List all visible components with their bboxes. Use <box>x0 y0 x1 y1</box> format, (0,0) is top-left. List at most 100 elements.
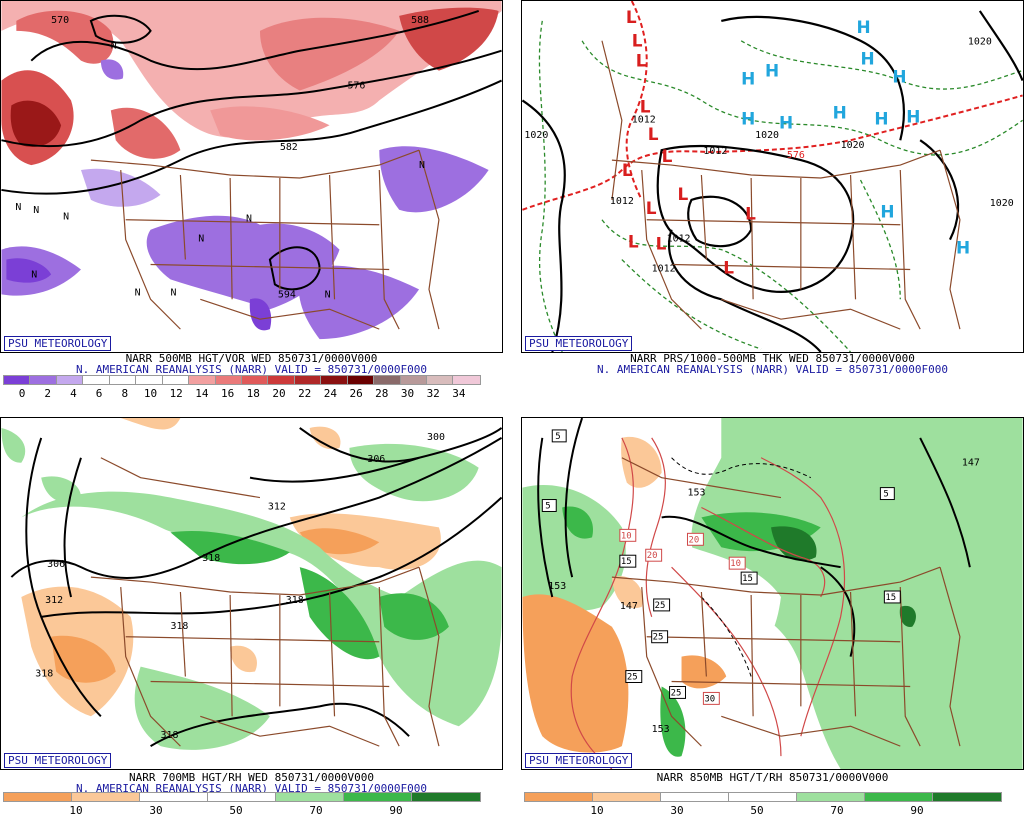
temp-label: 20 <box>688 535 699 545</box>
isobar-label: 1012 <box>652 263 676 274</box>
low-pressure-center: L <box>745 204 756 224</box>
vort-mark: N <box>325 289 331 300</box>
colorbar-tick-label: 30 <box>149 804 163 817</box>
vort-mark: N <box>246 214 252 225</box>
psu-meteorology-badge: PSU METEOROLOGY <box>525 336 633 351</box>
high-pressure-center: H <box>860 49 874 69</box>
low-pressure-center: L <box>632 31 643 51</box>
map-700mb-rh: 300 306 312 306 312 318 318 318 318 318 <box>0 417 503 770</box>
panel-850mb-hgt-t-rh: 153 153 147 153 147 5 5 5 10 20 20 10 15… <box>521 417 1024 819</box>
temp-label: 15 <box>885 593 896 603</box>
temp-label: 5 <box>555 432 560 442</box>
colorbar-tick-label: 26 <box>349 387 363 400</box>
low-pressure-center: L <box>678 184 689 204</box>
colorbar-swatch <box>660 792 730 802</box>
temp-label: 10 <box>621 531 632 541</box>
height-label: 312 <box>45 595 63 606</box>
colorbar-tick-label: 8 <box>121 387 129 400</box>
height-label: 318 <box>286 595 304 606</box>
height-label: 300 <box>427 432 445 443</box>
temp-label: 15 <box>621 557 632 567</box>
high-pressure-center: H <box>741 69 755 89</box>
height-label: 318 <box>35 669 53 680</box>
colorbar-swatch <box>108 375 138 385</box>
low-pressure-center: L <box>640 96 651 116</box>
temp-label: 5 <box>883 490 888 500</box>
vort-mark: N <box>31 269 37 280</box>
colorbar-tick-label: 70 <box>309 804 323 817</box>
colorbar-tick-label: 24 <box>323 387 338 400</box>
colorbar-tick-label: 4 <box>70 387 77 400</box>
temp-box: 10 <box>619 528 637 542</box>
temp-label: 5 <box>545 501 550 511</box>
colorbar-swatch <box>411 792 481 802</box>
colorbar-swatch <box>139 792 209 802</box>
colorbar-tick-label: 30 <box>400 387 415 400</box>
colorbar-tick-label: 22 <box>298 387 312 400</box>
colorbar-swatch <box>932 792 1002 802</box>
temp-label: 25 <box>671 688 682 698</box>
panel-title: NARR 700MB HGT/RH WED 850731/0000V000 <box>128 771 375 784</box>
height-label: 306 <box>47 559 65 570</box>
colorbar-tick-label: 70 <box>830 804 844 817</box>
colorbar-tick-label: 10 <box>143 387 158 400</box>
high-pressure-center: H <box>874 108 888 128</box>
psu-meteorology-badge: PSU METEOROLOGY <box>525 753 633 768</box>
height-label: 147 <box>620 601 638 612</box>
colorbar-swatch <box>240 375 270 385</box>
colorbar-swatch <box>275 792 345 802</box>
high-pressure-center: H <box>956 238 970 258</box>
high-pressure-center: H <box>833 102 847 122</box>
colorbar-tick-label: 30 <box>670 804 684 817</box>
temp-box: 25 <box>669 685 686 699</box>
colorbar-swatch <box>452 375 481 385</box>
isobar-label: 1020 <box>755 130 779 141</box>
temp-label: 10 <box>730 559 741 569</box>
high-pressure-center: H <box>779 112 793 132</box>
vorticity-colorbar <box>2 375 481 385</box>
map-850mb-rh: 153 153 147 153 147 5 5 5 10 20 20 10 15… <box>521 417 1024 770</box>
colorbar-swatch <box>399 375 429 385</box>
temp-label: 25 <box>627 673 638 683</box>
psu-meteorology-badge: PSU METEOROLOGY <box>4 336 112 351</box>
colorbar-tick-label: 50 <box>229 804 243 817</box>
colorbar-swatch <box>796 792 866 802</box>
temp-label: 20 <box>647 551 658 561</box>
colorbar-swatch <box>2 375 32 385</box>
height-label: 306 <box>367 454 385 465</box>
temp-box: 15 <box>883 590 901 604</box>
panel-title: NARR 500MB HGT/VOR WED 850731/0000V000 <box>125 352 378 365</box>
colorbar-swatch <box>343 792 413 802</box>
colorbar-swatch <box>425 375 455 385</box>
colorbar-swatch <box>267 375 296 385</box>
colorbar-tick-label: 18 <box>246 387 260 400</box>
temp-box: 20 <box>686 532 704 546</box>
temp-box: 5 <box>879 487 895 501</box>
colorbar-swatch <box>55 375 85 385</box>
vort-mark: N <box>111 41 117 52</box>
temp-label: 30 <box>704 694 715 704</box>
colorbar-tick-label: 20 <box>272 387 286 400</box>
vort-mark: N <box>63 212 69 223</box>
colorbar-swatch <box>3 792 73 802</box>
height-label: 318 <box>202 553 220 564</box>
temp-label: 25 <box>653 633 664 643</box>
colorbar-tick-label: 50 <box>750 804 764 817</box>
colorbar-swatch <box>728 792 798 802</box>
colorbar-tick-label: 16 <box>220 387 235 400</box>
high-pressure-center: H <box>741 108 755 128</box>
height-label: 312 <box>268 501 286 512</box>
map-pressure-thickness: 1020 1020 1012 1012 1012 1020 1020 1012 … <box>521 0 1024 353</box>
panel-title: NARR 850MB HGT/T/RH 850731/0000V000 <box>656 771 889 784</box>
isobar-label: 1012 <box>610 196 634 207</box>
temp-box: 15 <box>619 554 637 568</box>
colorbar-tick-label: 28 <box>375 387 389 400</box>
temp-box: 5 <box>541 499 557 512</box>
temp-label: 25 <box>655 601 666 611</box>
colorbar-tick-label: 34 <box>452 387 466 400</box>
isobar-label: 1012 <box>632 114 656 125</box>
height-label: 318 <box>161 730 179 741</box>
colorbar-swatch <box>373 375 402 385</box>
height-label: 318 <box>170 621 188 632</box>
colorbar-swatch <box>161 375 191 385</box>
